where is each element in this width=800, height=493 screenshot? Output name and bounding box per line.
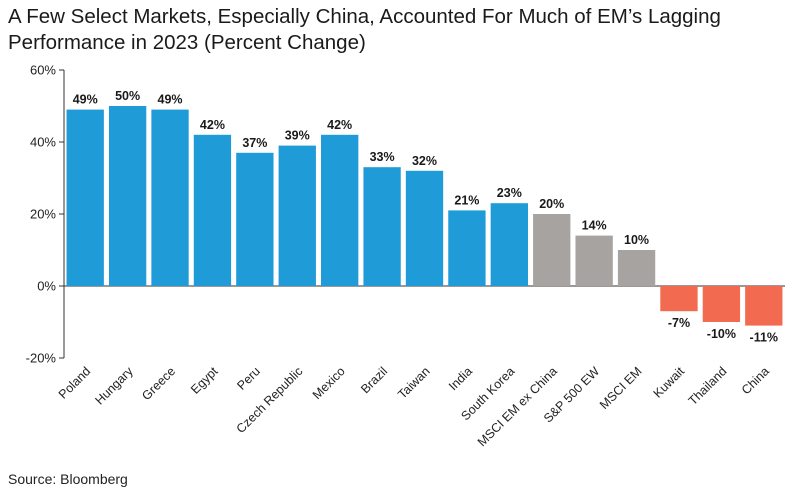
- y-tick-label: 0%: [37, 279, 56, 294]
- bar: [490, 203, 528, 286]
- category-label: MSCI EM ex China: [475, 364, 560, 449]
- bar: [321, 134, 359, 286]
- data-label: -7%: [668, 316, 690, 330]
- category-label: Thailand: [686, 364, 730, 408]
- bar: [405, 170, 444, 286]
- bar: [151, 109, 189, 286]
- category-label: Brazil: [358, 364, 390, 396]
- data-label: 14%: [582, 219, 607, 233]
- bar: [660, 286, 698, 312]
- bar: [448, 210, 486, 286]
- bar: [745, 286, 783, 326]
- data-labels: 49% 50% 49% 42% 37% 39% 42% 33% 32% 21% 23% 20% 14% 1…: [73, 89, 778, 345]
- category-label: Mexico: [310, 364, 348, 402]
- category-label: Egypt: [188, 364, 221, 397]
- data-label: 39%: [285, 129, 310, 143]
- data-label: 49%: [158, 93, 183, 107]
- source-note: Source: Bloomberg: [8, 471, 128, 487]
- category-label: Poland: [56, 364, 93, 401]
- chart-title: A Few Select Markets, Especially China, …: [8, 5, 721, 54]
- y-axis-ticks: -20% 0% 20% 40% 60%: [26, 63, 64, 366]
- data-label: 33%: [370, 150, 395, 164]
- y-tick-label: -20%: [26, 351, 57, 366]
- data-label: 42%: [327, 118, 352, 132]
- y-tick-label: 60%: [30, 63, 56, 78]
- category-label: Greece: [139, 364, 178, 403]
- category-label: MSCI EM: [597, 364, 645, 412]
- data-label: 37%: [242, 136, 267, 150]
- y-tick-label: 20%: [30, 207, 56, 222]
- bar: [533, 214, 571, 286]
- category-label: Hungary: [92, 364, 136, 408]
- data-label: 21%: [454, 193, 479, 207]
- data-label: 23%: [497, 186, 522, 200]
- y-tick-label: 40%: [30, 135, 56, 150]
- bar: [193, 134, 232, 286]
- category-label: China: [739, 364, 772, 397]
- bars: [66, 106, 783, 326]
- data-label: 42%: [200, 118, 225, 132]
- bar: [278, 145, 316, 286]
- category-label: Peru: [234, 364, 263, 393]
- data-label: -10%: [707, 327, 736, 341]
- data-label: -11%: [750, 331, 779, 345]
- bar: [66, 109, 104, 286]
- bar: [702, 286, 741, 322]
- bar: [617, 250, 656, 286]
- data-label: 50%: [115, 89, 140, 103]
- category-label: India: [446, 364, 475, 393]
- data-label: 49%: [73, 93, 98, 107]
- data-label: 10%: [624, 233, 649, 247]
- bar: [363, 167, 401, 286]
- category-label: Kuwait: [651, 364, 688, 401]
- data-label: 32%: [412, 154, 437, 168]
- bar: [575, 235, 613, 286]
- bar: [108, 106, 147, 286]
- data-label: 20%: [539, 197, 564, 211]
- category-label: Taiwan: [395, 364, 432, 401]
- bar: [236, 152, 274, 286]
